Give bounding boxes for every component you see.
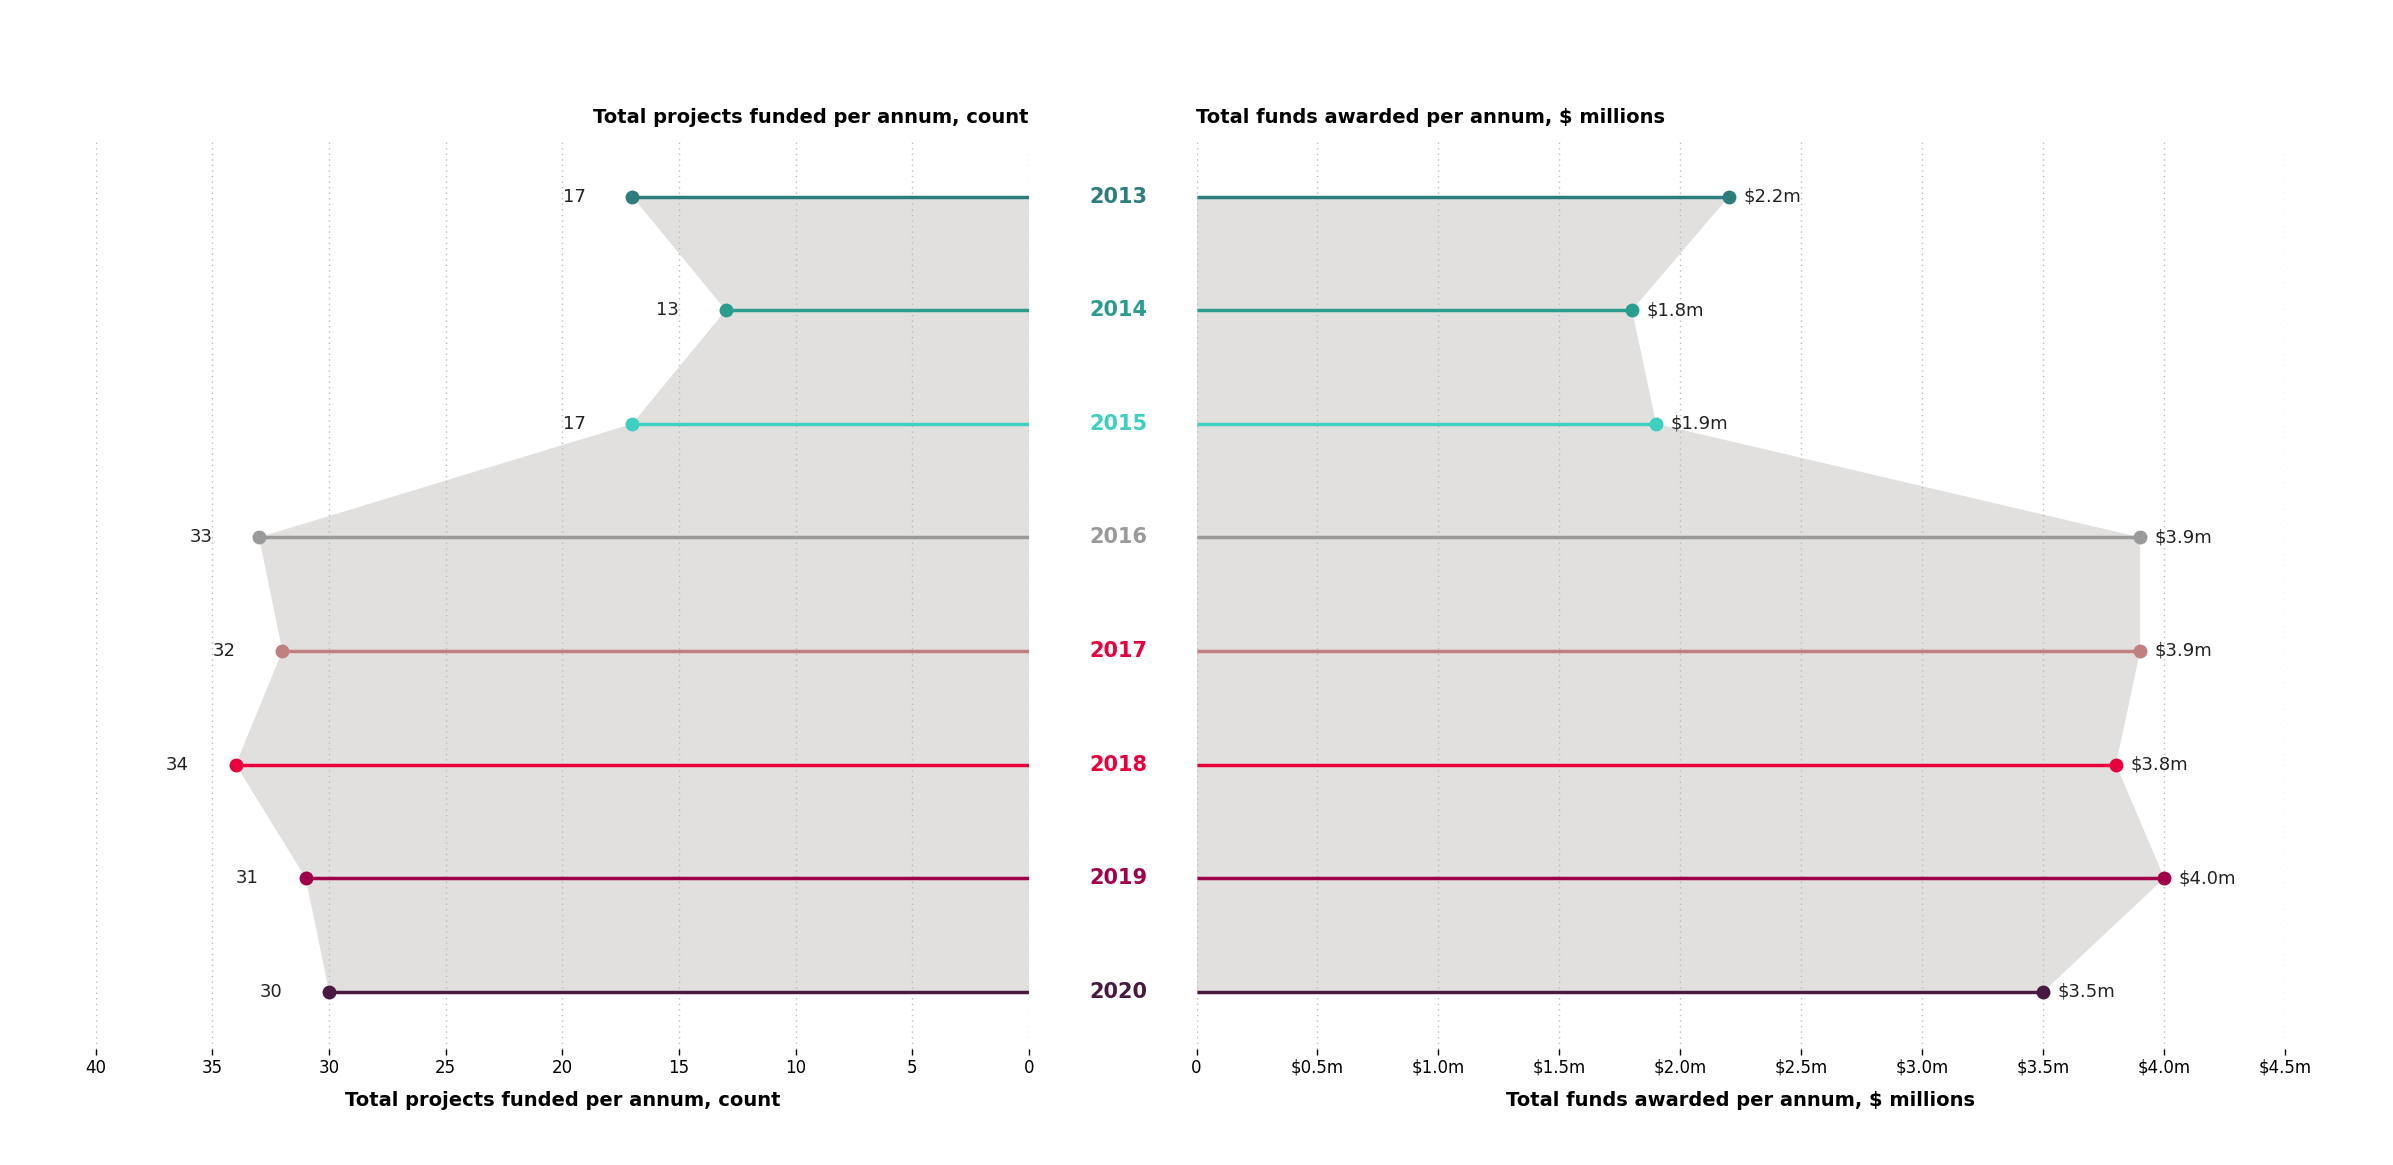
X-axis label: Total funds awarded per annum, $ millions: Total funds awarded per annum, $ million… — [1508, 1090, 1974, 1110]
Text: 2013: 2013 — [1089, 186, 1149, 206]
Text: $4.0m: $4.0m — [2180, 869, 2237, 887]
Text: 17: 17 — [562, 188, 586, 205]
Text: 2016: 2016 — [1089, 528, 1149, 548]
Text: $3.8m: $3.8m — [2130, 756, 2187, 774]
Text: $1.8m: $1.8m — [1646, 302, 1704, 319]
Text: 32: 32 — [213, 642, 237, 659]
Text: 2020: 2020 — [1089, 982, 1149, 1002]
Text: 2017: 2017 — [1089, 641, 1149, 661]
Text: 13: 13 — [656, 302, 680, 319]
Text: 2018: 2018 — [1089, 755, 1149, 775]
Text: 30: 30 — [258, 983, 282, 1001]
Text: 2015: 2015 — [1089, 414, 1149, 433]
Text: 17: 17 — [562, 415, 586, 432]
Text: $2.2m: $2.2m — [1744, 188, 1802, 205]
Text: $3.5m: $3.5m — [2058, 983, 2115, 1001]
Text: 31: 31 — [237, 869, 258, 887]
Text: 34: 34 — [165, 756, 189, 774]
Text: 2014: 2014 — [1089, 301, 1149, 320]
Text: Total projects funded per annum, count: Total projects funded per annum, count — [593, 108, 1029, 127]
X-axis label: Total projects funded per annum, count: Total projects funded per annum, count — [345, 1090, 780, 1110]
Text: $1.9m: $1.9m — [1670, 415, 1728, 432]
Text: 33: 33 — [189, 529, 213, 546]
Text: $3.9m: $3.9m — [2154, 529, 2214, 546]
Text: Total funds awarded per annum, $ millions: Total funds awarded per annum, $ million… — [1196, 108, 1666, 127]
Polygon shape — [237, 197, 1029, 991]
Text: $3.9m: $3.9m — [2154, 642, 2214, 659]
Text: 2019: 2019 — [1089, 868, 1149, 888]
Polygon shape — [1196, 197, 2163, 991]
